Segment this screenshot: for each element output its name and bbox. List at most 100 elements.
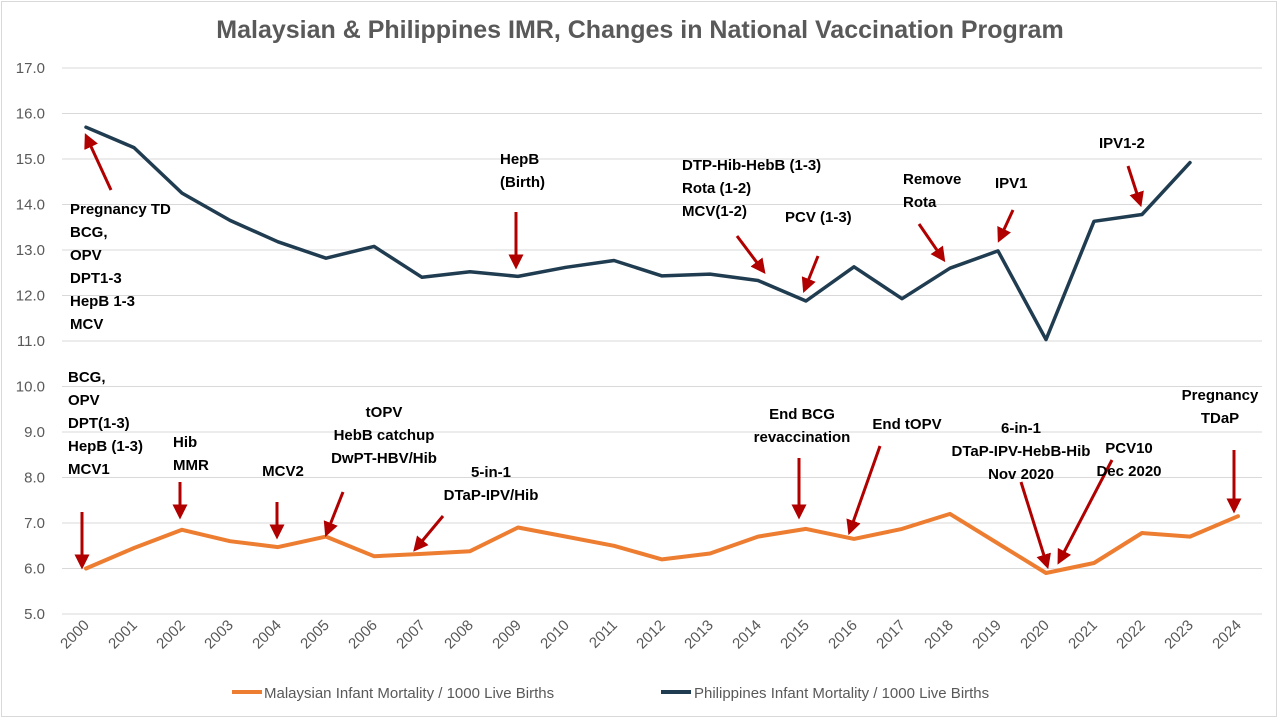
annotation-line: (Birth) bbox=[500, 174, 545, 191]
annotation-line: DPT(1-3) bbox=[68, 415, 130, 432]
annotation-line: IPV1-2 bbox=[1099, 135, 1145, 152]
annotation-line: 5-in-1 bbox=[471, 464, 511, 481]
annotation-arrow bbox=[1057, 459, 1114, 565]
annotation-ph-ipv1: IPV1 bbox=[995, 175, 1028, 192]
chart-title: Malaysian & Philippines IMR, Changes in … bbox=[216, 16, 1063, 44]
legend-label-malaysia: Malaysian Infant Mortality / 1000 Live B… bbox=[264, 685, 554, 702]
x-tick-label: 2007 bbox=[393, 617, 429, 653]
annotation-line: HepB bbox=[500, 151, 539, 168]
annotation-my-mcv2: MCV2 bbox=[262, 463, 304, 480]
x-tick-label: 2019 bbox=[969, 617, 1005, 653]
x-tick-label: 2003 bbox=[201, 617, 237, 653]
x-tick-label: 2020 bbox=[1017, 617, 1053, 653]
y-tick-label: 10.0 bbox=[16, 379, 45, 396]
annotation-my-5in1: 5-in-1 DTaP-IPV/Hib bbox=[444, 464, 539, 504]
annotation-line: BCG, bbox=[68, 369, 106, 386]
annotation-line: Nov 2020 bbox=[988, 466, 1054, 483]
annotation-arrow bbox=[917, 223, 946, 263]
annotation-line: MCV1 bbox=[68, 461, 110, 478]
y-tick-label: 12.0 bbox=[16, 288, 45, 305]
annotation-line: HepB (1-3) bbox=[68, 438, 143, 455]
y-tick-label: 11.0 bbox=[17, 333, 45, 350]
annotation-arrow bbox=[735, 235, 766, 274]
x-tick-label: 2010 bbox=[537, 617, 573, 653]
annotation-arrow bbox=[846, 445, 882, 536]
annotation-ph-hepb-birth: HepB (Birth) bbox=[500, 151, 545, 191]
x-tick-label: 2022 bbox=[1113, 617, 1149, 653]
annotation-my-end-bcg: End BCG revaccination bbox=[754, 406, 851, 446]
x-tick-label: 2012 bbox=[633, 617, 669, 653]
annotation-line: MMR bbox=[173, 457, 209, 474]
annotation-line: PCV (1-3) bbox=[785, 209, 852, 226]
annotation-line: Rota (1-2) bbox=[682, 180, 751, 197]
x-tick-label: 2013 bbox=[681, 617, 717, 653]
x-tick-label: 2001 bbox=[105, 617, 141, 653]
annotation-arrow bbox=[801, 255, 820, 293]
annotation-line: End tOPV bbox=[872, 416, 941, 433]
x-tick-label: 2006 bbox=[345, 617, 381, 653]
annotation-line: DTP-Hib-HebB (1-3) bbox=[682, 157, 821, 174]
annotation-line: OPV bbox=[68, 392, 100, 409]
annotation-line: PCV10 bbox=[1105, 440, 1153, 457]
annotation-line: Pregnancy TD bbox=[70, 201, 171, 218]
series-lines bbox=[84, 125, 1240, 575]
annotation-line: IPV1 bbox=[995, 175, 1028, 192]
annotation-ph-pregnancy-td: Pregnancy TD BCG, OPV DPT1-3 HepB 1-3 MCV bbox=[70, 201, 171, 333]
annotation-line: Remove bbox=[903, 171, 961, 188]
annotation-ph-remove-rota: Remove Rota bbox=[903, 171, 961, 211]
y-tick-label: 6.0 bbox=[24, 561, 45, 578]
annotation-line: tOPV bbox=[366, 404, 403, 421]
annotation-arrow bbox=[413, 515, 445, 552]
annotation-my-pregnancy-tdap: Pregnancy TDaP bbox=[1182, 387, 1259, 427]
x-tick-label: 2018 bbox=[921, 617, 957, 653]
x-tick-label: 2014 bbox=[729, 617, 765, 653]
annotation-arrows bbox=[74, 133, 1242, 570]
annotation-line: MCV2 bbox=[262, 463, 304, 480]
annotation-my-topv: tOPV HebB catchup DwPT-HBV/Hib bbox=[331, 404, 437, 467]
annotation-ph-dtp-hib-hebb: DTP-Hib-HebB (1-3) Rota (1-2) MCV(1-2) bbox=[682, 157, 821, 220]
x-tick-label: 2017 bbox=[873, 617, 909, 653]
annotation-line: revaccination bbox=[754, 429, 851, 446]
annotation-line: HebB catchup bbox=[334, 427, 435, 444]
annotation-my-bcg: BCG, OPV DPT(1-3) HepB (1-3) MCV1 bbox=[68, 369, 143, 478]
annotation-line: Rota bbox=[903, 194, 937, 211]
annotation-my-hib-mmr: Hib MMR bbox=[173, 434, 209, 474]
annotation-line: BCG, bbox=[70, 224, 108, 241]
annotations: Pregnancy TD BCG, OPV DPT1-3 HepB 1-3 MCV HepB… bbox=[68, 135, 1259, 504]
x-tick-label: 2023 bbox=[1161, 617, 1197, 653]
annotation-my-end-topv: End tOPV bbox=[872, 416, 941, 433]
annotation-line: Hib bbox=[173, 434, 197, 451]
y-tick-label: 7.0 bbox=[24, 515, 45, 532]
y-tick-label: 5.0 bbox=[24, 606, 45, 623]
annotation-arrow bbox=[997, 209, 1015, 243]
annotation-arrow bbox=[84, 133, 113, 191]
annotation-line: TDaP bbox=[1201, 410, 1239, 427]
y-axis-ticks: 5.0 6.0 7.0 8.0 9.0 10.0 11.0 12.0 13.0 14.0 15.0 1… bbox=[16, 60, 45, 623]
annotation-arrow bbox=[1019, 481, 1051, 570]
y-tick-label: 17.0 bbox=[16, 60, 45, 77]
x-tick-label: 2021 bbox=[1065, 617, 1101, 653]
x-axis-ticks: 2000 2001 2002 2003 2004 2005 2006 2007 2008 2009… bbox=[57, 617, 1245, 653]
annotation-arrow bbox=[323, 491, 345, 537]
y-tick-label: 14.0 bbox=[16, 197, 45, 214]
x-tick-label: 2011 bbox=[586, 617, 621, 652]
annotation-ph-ipv1-2: IPV1-2 bbox=[1099, 135, 1145, 152]
annotation-arrow bbox=[1126, 165, 1144, 208]
x-tick-label: 2009 bbox=[489, 617, 525, 653]
philippines-series-line bbox=[84, 125, 1192, 342]
annotation-line: DwPT-HBV/Hib bbox=[331, 450, 437, 467]
x-tick-label: 2024 bbox=[1209, 617, 1245, 653]
annotation-line: HepB 1-3 bbox=[70, 293, 135, 310]
legend: Malaysian Infant Mortality / 1000 Live B… bbox=[232, 685, 989, 702]
annotation-my-pcv10: PCV10 Dec 2020 bbox=[1096, 440, 1161, 480]
annotation-line: 6-in-1 bbox=[1001, 420, 1041, 437]
gridlines bbox=[62, 67, 1262, 615]
annotation-line: Dec 2020 bbox=[1096, 463, 1161, 480]
legend-label-philippines: Philippines Infant Mortality / 1000 Live… bbox=[694, 685, 989, 702]
y-tick-label: 9.0 bbox=[24, 424, 45, 441]
malaysia-series-line bbox=[84, 511, 1240, 575]
x-tick-label: 2005 bbox=[297, 617, 333, 653]
x-tick-label: 2008 bbox=[441, 617, 477, 653]
